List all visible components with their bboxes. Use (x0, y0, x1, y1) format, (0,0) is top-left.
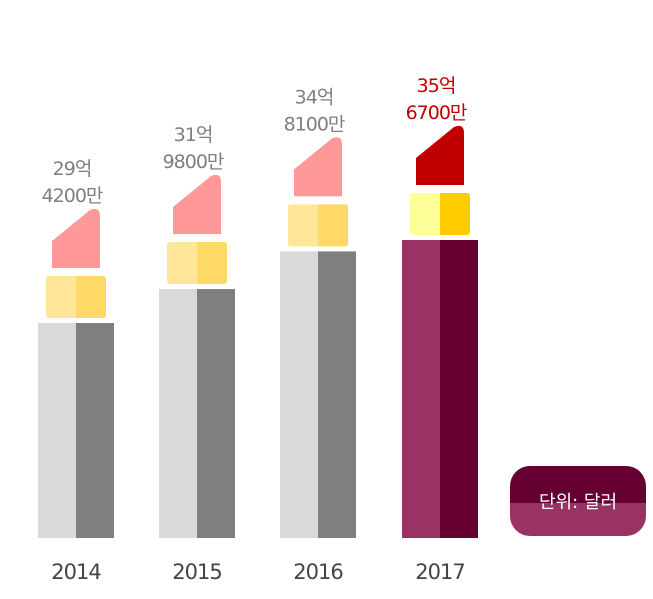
bar-cap-light (46, 276, 76, 318)
bar-tube-dark (76, 323, 114, 538)
data-label-line1: 34억 (295, 86, 334, 108)
x-tick-label: 2017 (415, 560, 464, 584)
lipstick-bar-2016: 34억 8100만 2016 (280, 86, 356, 584)
lipstick-bar-2014: 29억 4200만 2014 (38, 158, 114, 584)
bar-tube-dark (197, 289, 235, 538)
bar-tube-light (159, 289, 197, 538)
bar-tip (416, 125, 464, 185)
bars-group: 29억 4200만 2014 31억 9800만 2015 34억 8100만 2016 35억 6… (38, 75, 478, 584)
unit-badge: 단위: 달러 (510, 466, 646, 536)
bar-cap-dark (440, 193, 470, 235)
data-label-line1: 31억 (174, 124, 213, 146)
bar-cap-dark (197, 242, 227, 285)
bar-cap-dark (318, 204, 348, 247)
bar-tube-light (402, 240, 440, 538)
data-label-line2: 9800만 (163, 151, 224, 173)
bar-tube-light (280, 251, 318, 538)
lipstick-bar-2015: 31억 9800만 2015 (159, 124, 235, 584)
bar-cap-dark (76, 276, 106, 318)
bar-tube-dark (440, 240, 478, 538)
bar-cap-light (410, 193, 440, 235)
x-tick-label: 2016 (293, 560, 343, 584)
bar-tube-dark (318, 251, 356, 538)
x-tick-label: 2015 (172, 560, 221, 584)
data-label-line1: 29억 (53, 158, 92, 180)
bar-cap-light (288, 204, 318, 247)
bar-tip (294, 137, 342, 197)
bar-cap-light (167, 242, 197, 285)
bar-tip (52, 208, 100, 268)
unit-badge-bottom (510, 503, 646, 536)
bar-tube-light (38, 323, 76, 538)
data-label-line1: 35억 (417, 75, 456, 97)
data-label-line2: 4200만 (42, 185, 103, 207)
x-tick-label: 2014 (51, 560, 101, 584)
lipstick-bar-2017: 35억 6700만 2017 (402, 75, 478, 584)
unit-note: 단위: 달러 (539, 492, 617, 513)
data-label-line2: 8100만 (284, 113, 345, 135)
data-label-line2: 6700만 (406, 102, 467, 124)
bar-tip (173, 174, 221, 235)
unit-badge-top (510, 466, 646, 503)
